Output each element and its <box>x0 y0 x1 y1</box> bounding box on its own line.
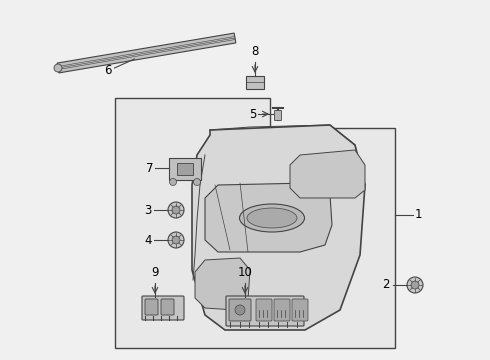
Text: 5: 5 <box>248 108 256 121</box>
Circle shape <box>235 305 245 315</box>
Ellipse shape <box>240 204 304 232</box>
FancyBboxPatch shape <box>292 299 308 321</box>
Text: 7: 7 <box>146 162 153 175</box>
FancyBboxPatch shape <box>169 158 201 180</box>
Circle shape <box>407 277 423 293</box>
FancyBboxPatch shape <box>246 76 264 89</box>
FancyBboxPatch shape <box>142 296 184 320</box>
FancyBboxPatch shape <box>226 296 304 326</box>
Text: 4: 4 <box>145 234 152 247</box>
Text: 1: 1 <box>415 208 422 221</box>
Text: 2: 2 <box>383 279 390 292</box>
Polygon shape <box>205 183 332 252</box>
Polygon shape <box>195 258 250 310</box>
Circle shape <box>168 202 184 218</box>
Polygon shape <box>115 98 395 348</box>
Text: 6: 6 <box>104 64 112 77</box>
Circle shape <box>54 64 62 72</box>
FancyBboxPatch shape <box>177 163 193 175</box>
Circle shape <box>194 179 200 185</box>
Text: 9: 9 <box>151 266 159 279</box>
FancyBboxPatch shape <box>145 299 158 315</box>
Text: 10: 10 <box>238 266 252 279</box>
FancyBboxPatch shape <box>274 111 281 121</box>
Polygon shape <box>192 125 365 330</box>
Circle shape <box>172 206 180 214</box>
Circle shape <box>170 179 176 185</box>
FancyBboxPatch shape <box>229 299 251 321</box>
Polygon shape <box>57 33 236 73</box>
FancyBboxPatch shape <box>256 299 272 321</box>
FancyBboxPatch shape <box>274 299 290 321</box>
Text: 3: 3 <box>145 203 152 216</box>
Text: 8: 8 <box>251 45 259 58</box>
Circle shape <box>411 281 419 289</box>
Circle shape <box>172 236 180 244</box>
Polygon shape <box>290 150 365 198</box>
Circle shape <box>168 232 184 248</box>
FancyBboxPatch shape <box>161 299 174 315</box>
Ellipse shape <box>247 208 297 228</box>
